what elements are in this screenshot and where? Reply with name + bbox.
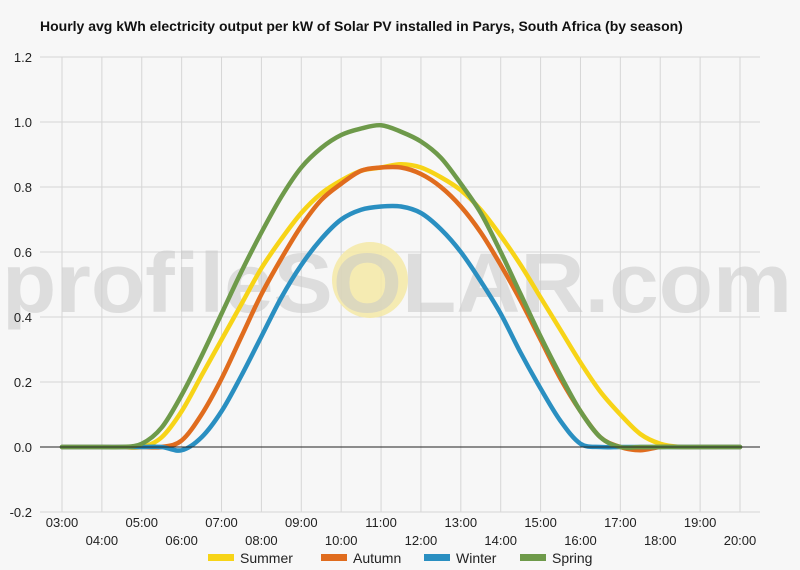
x-tick-label: 05:00 [125,515,158,530]
y-tick-label: -0.2 [10,505,32,520]
x-tick-label: 08:00 [245,533,278,548]
legend-label: Summer [240,550,293,566]
y-tick-label: 1.0 [14,115,32,130]
legend-swatch [208,554,234,561]
series-line-summer [59,162,743,450]
legend-label: Autumn [353,550,401,566]
legend-item-autumn: Autumn [321,550,401,566]
legend-swatch [520,554,546,561]
y-tick-label: 0.0 [14,440,32,455]
grid-layer [40,56,760,513]
watermark-text: profileSOLAR.com [2,236,792,330]
x-tick-label: 18:00 [644,533,677,548]
watermark: profileSOLAR.com [2,236,792,330]
axis-layer: -0.2 0.0 0.2 0.4 0.6 0.8 1.0 1.2 03:00 04:00 05:00… [10,50,760,548]
legend-swatch [321,554,347,561]
legend-item-spring: Spring [520,550,592,566]
x-tick-label: 17:00 [604,515,637,530]
x-tick-label: 03:00 [46,515,79,530]
y-tick-label: 0.8 [14,180,32,195]
x-tick-label: 19:00 [684,515,717,530]
x-tick-label: 11:00 [365,515,397,530]
y-tick-label: 0.2 [14,375,32,390]
x-tick-label: 15:00 [524,515,557,530]
x-tick-label: 10:00 [325,533,358,548]
legend: Summer Autumn Winter Spring [208,550,592,566]
legend-label: Spring [552,550,592,566]
x-tick-label: 20:00 [724,533,757,548]
legend-item-winter: Winter [424,550,497,566]
legend-item-summer: Summer [208,550,293,566]
legend-swatch [424,554,450,561]
x-tick-label: 06:00 [165,533,198,548]
chart-title: Hourly avg kWh electricity output per kW… [40,18,683,34]
x-tick-label: 14:00 [484,533,517,548]
series-line-spring [59,122,743,450]
x-tick-label: 04:00 [86,533,119,548]
y-tick-label: 1.2 [14,50,32,65]
watermark-sun [332,242,408,318]
x-tick-label: 12:00 [405,533,438,548]
x-tick-label: 16:00 [564,533,597,548]
y-tick-label: 0.6 [14,245,32,260]
x-tick-label: 09:00 [285,515,318,530]
y-tick-label: 0.4 [14,310,32,325]
legend-label: Winter [456,550,497,566]
x-tick-label: 07:00 [205,515,238,530]
x-tick-label: 13:00 [445,515,478,530]
